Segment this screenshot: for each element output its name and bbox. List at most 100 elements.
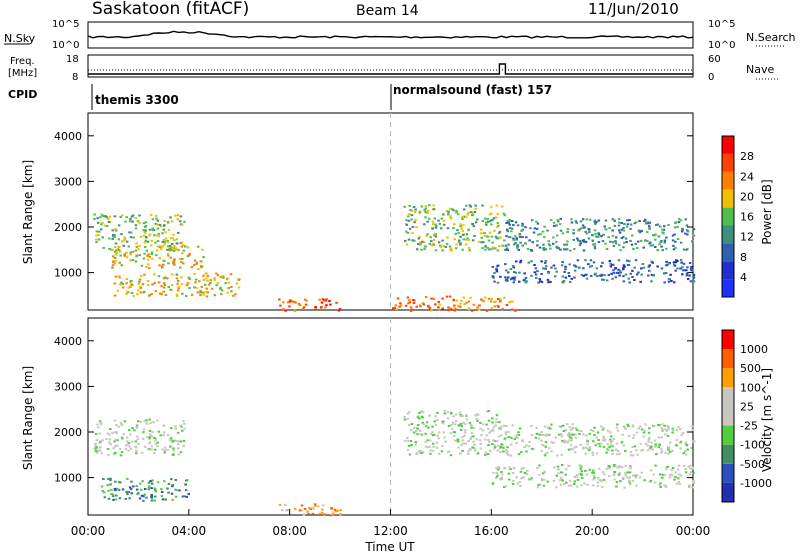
heatmap-cell (649, 446, 652, 449)
heatmap-cell (519, 241, 522, 244)
heatmap-cell (441, 297, 444, 300)
heatmap-cell (635, 273, 639, 276)
heatmap-cell (590, 264, 593, 267)
heatmap-cell (632, 247, 635, 250)
heatmap-cell (677, 464, 681, 467)
heatmap-cell (685, 224, 689, 227)
heatmap-cell (519, 259, 523, 262)
heatmap-cell (115, 432, 118, 435)
heatmap-cell (601, 240, 605, 242)
heatmap-cell (516, 482, 520, 485)
heatmap-cell (506, 450, 509, 453)
heatmap-cell (117, 224, 121, 227)
heatmap-cell (536, 240, 539, 243)
heatmap-cell (633, 266, 636, 269)
heatmap-cell (123, 239, 126, 242)
heatmap-cell (126, 440, 129, 443)
heatmap-cell (175, 489, 178, 492)
heatmap-cell (423, 223, 426, 226)
heatmap-cell (446, 451, 450, 454)
heatmap-cell (497, 435, 501, 438)
heatmap-cell (565, 248, 569, 251)
heatmap-cell (588, 231, 591, 234)
heatmap-cell (154, 438, 158, 441)
heatmap-cell (463, 434, 466, 437)
heatmap-cell (495, 467, 498, 470)
heatmap-cell (487, 297, 491, 300)
heatmap-cell (478, 439, 482, 442)
heatmap-cell (497, 444, 500, 447)
heatmap-cell (424, 211, 427, 214)
heatmap-cell (685, 274, 689, 277)
heatmap-cell (100, 485, 104, 488)
heatmap-cell (627, 425, 630, 428)
heatmap-cell (690, 268, 694, 271)
heatmap-cell (202, 278, 206, 281)
heatmap-cell (579, 472, 583, 475)
heatmap-cell (671, 474, 674, 477)
heatmap-cell (600, 479, 603, 482)
heatmap-cell (129, 433, 132, 436)
heatmap-cell (640, 449, 643, 452)
heatmap-cell (454, 420, 458, 423)
heatmap-cell (588, 468, 592, 471)
heatmap-cell (636, 453, 639, 456)
heatmap-cell (169, 445, 172, 448)
heatmap-cell (143, 252, 146, 255)
heatmap-cell (514, 309, 517, 312)
heatmap-cell (542, 444, 546, 447)
heatmap-cell (421, 450, 425, 453)
heatmap-cell (114, 259, 118, 262)
heatmap-cell (498, 427, 501, 430)
heatmap-cell (540, 479, 544, 482)
heatmap-cell (109, 428, 112, 430)
cpid-2: normalsound (fast) 157 (393, 83, 552, 97)
heatmap-cell (570, 277, 573, 280)
heatmap-cell (128, 497, 131, 500)
heatmap-cell (415, 452, 418, 455)
heatmap-cell (509, 227, 512, 230)
heatmap-cell (170, 273, 174, 276)
heatmap-cell (504, 485, 508, 488)
heatmap-cell (93, 218, 96, 221)
heatmap-cell (410, 214, 414, 217)
heatmap-cell (480, 241, 483, 244)
heatmap-cell (441, 422, 445, 425)
heatmap-cell (399, 302, 402, 305)
heatmap-cell (668, 441, 672, 444)
heatmap-cell (119, 421, 122, 424)
heatmap-cell (496, 249, 500, 252)
heatmap-cell (475, 438, 478, 441)
heatmap-cell (483, 217, 487, 220)
heatmap-cell (492, 276, 495, 279)
colorbar-segment (722, 482, 734, 502)
heatmap-cell (617, 224, 621, 227)
heatmap-cell (198, 280, 201, 283)
heatmap-cell (186, 246, 190, 249)
heatmap-cell (471, 212, 474, 214)
heatmap-cell (107, 217, 110, 220)
heatmap-cell (290, 300, 293, 303)
heatmap-cell (490, 223, 493, 226)
heatmap-cell (528, 478, 531, 481)
heatmap-cell (415, 305, 418, 308)
heatmap-cell (512, 277, 515, 280)
date-title: 11/Jun/2010 (588, 0, 679, 18)
heatmap-cell (147, 284, 150, 287)
heatmap-cell (492, 439, 495, 442)
heatmap-cell (120, 264, 124, 267)
heatmap-cell (530, 433, 534, 436)
heatmap-cell (176, 440, 180, 443)
heatmap-cell (616, 453, 619, 456)
heatmap-cell (585, 434, 588, 437)
heatmap-cell (138, 254, 141, 257)
heatmap-cell (147, 488, 151, 491)
heatmap-cell (328, 300, 331, 302)
heatmap-cell (455, 210, 458, 212)
heatmap-cell (427, 426, 430, 429)
heatmap-cell (117, 245, 121, 248)
heatmap-cell (428, 242, 432, 245)
heatmap-cell (467, 452, 470, 455)
heatmap-cell (187, 254, 191, 257)
heatmap-cell (615, 485, 618, 488)
